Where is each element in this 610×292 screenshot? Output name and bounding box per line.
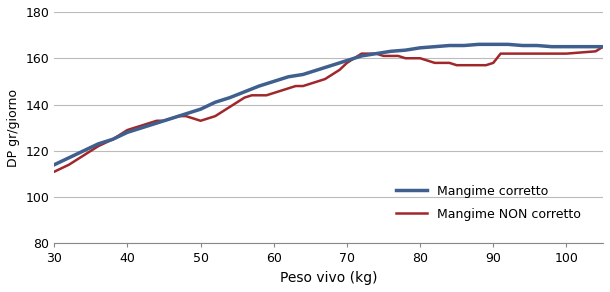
Mangime corretto [343, 59, 351, 62]
Mangime corretto [212, 100, 219, 104]
Mangime corretto [475, 43, 483, 46]
Mangime corretto [138, 126, 146, 129]
Mangime NON corretto [373, 52, 380, 55]
Mangime corretto [402, 48, 409, 52]
Mangime corretto [182, 112, 190, 116]
Mangime corretto [504, 43, 512, 46]
Mangime corretto [65, 156, 73, 159]
Mangime corretto [358, 54, 365, 58]
Line: Mangime corretto: Mangime corretto [54, 44, 603, 165]
Mangime corretto [490, 43, 497, 46]
Mangime corretto [197, 107, 204, 111]
Mangime corretto [168, 117, 175, 120]
Mangime NON corretto [358, 52, 365, 55]
Mangime corretto [153, 121, 160, 125]
Mangime NON corretto [51, 170, 58, 173]
Mangime corretto [95, 142, 102, 146]
Line: Mangime NON corretto: Mangime NON corretto [54, 47, 603, 172]
Mangime corretto [80, 149, 87, 153]
Mangime corretto [431, 45, 439, 48]
Mangime corretto [124, 131, 131, 134]
Mangime corretto [109, 138, 117, 141]
Mangime corretto [270, 80, 278, 83]
Mangime corretto [387, 50, 395, 53]
Mangime corretto [563, 45, 570, 48]
Mangime corretto [461, 44, 468, 47]
Mangime corretto [226, 96, 234, 99]
Mangime corretto [373, 52, 380, 55]
Mangime corretto [241, 90, 248, 93]
Mangime corretto [519, 44, 526, 47]
Mangime corretto [300, 73, 307, 76]
Mangime corretto [285, 75, 292, 79]
X-axis label: Peso vivo (kg): Peso vivo (kg) [280, 271, 378, 285]
Legend: Mangime corretto, Mangime NON corretto: Mangime corretto, Mangime NON corretto [390, 180, 586, 226]
Mangime corretto [534, 44, 541, 47]
Mangime corretto [592, 45, 600, 48]
Mangime corretto [600, 45, 607, 48]
Mangime NON corretto [600, 45, 607, 48]
Mangime corretto [256, 84, 263, 88]
Mangime corretto [314, 68, 321, 72]
Mangime NON corretto [197, 119, 204, 123]
Mangime NON corretto [578, 51, 585, 54]
Mangime corretto [329, 63, 336, 67]
Mangime corretto [51, 163, 58, 166]
Y-axis label: DP gr/giorno: DP gr/giorno [7, 89, 20, 167]
Mangime corretto [548, 45, 556, 48]
Mangime NON corretto [526, 52, 534, 55]
Mangime corretto [417, 46, 424, 50]
Mangime corretto [446, 44, 453, 47]
Mangime NON corretto [190, 117, 197, 120]
Mangime corretto [578, 45, 585, 48]
